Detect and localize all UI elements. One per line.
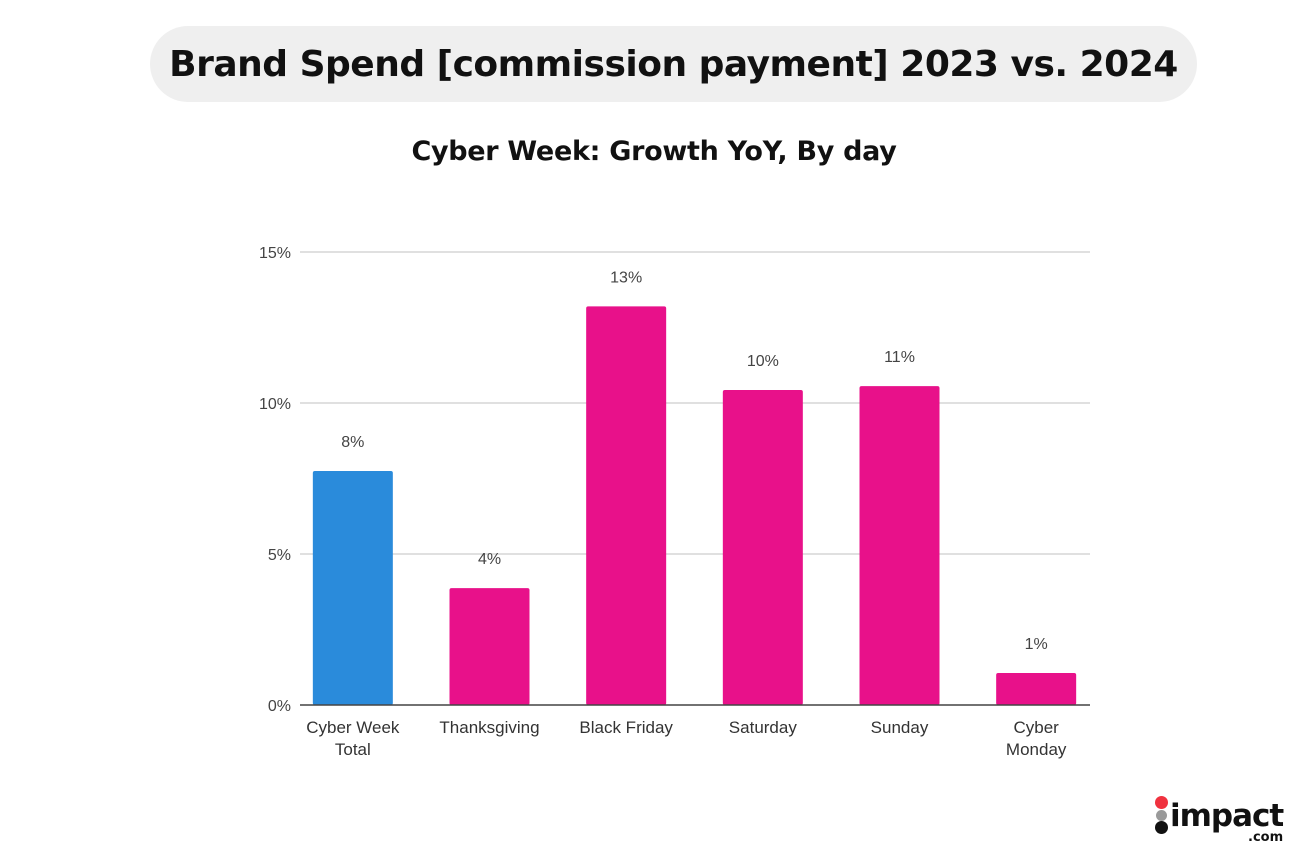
logo-wordmark: impact: [1170, 798, 1284, 834]
x-tick-label-line: Black Friday: [579, 718, 673, 737]
y-tick-label: 10%: [259, 396, 291, 413]
x-tick-label: Cyber Week Total: [306, 718, 400, 759]
data-label: 4%: [478, 551, 501, 568]
bars: [312, 306, 1077, 705]
bar: [859, 386, 940, 705]
x-tick-label: Thanksgiving: [439, 718, 539, 737]
x-tick-label-line: Thanksgiving: [439, 718, 539, 737]
title-banner: Brand Spend [commission payment] 2023 vs…: [150, 26, 1197, 102]
data-label: 10%: [747, 353, 779, 370]
x-tick-label-line: Cyber Week: [306, 718, 400, 737]
x-tick-label-line: Saturday: [729, 718, 798, 737]
data-label: 8%: [341, 434, 364, 451]
bar: [996, 672, 1077, 705]
bar: [586, 306, 667, 705]
x-tick-label-line: Cyber: [1013, 718, 1059, 737]
data-label: 1%: [1025, 636, 1048, 653]
x-tick-label: Sunday: [871, 718, 929, 737]
bar: [312, 470, 393, 705]
x-tick-label: Saturday: [729, 718, 798, 737]
gridlines: [300, 251, 1090, 555]
x-tick-label-line: Total: [335, 740, 371, 759]
x-tick-label-line: Monday: [1006, 740, 1067, 759]
logo-dot-red: [1155, 796, 1168, 809]
bar: [722, 390, 803, 705]
bar: [449, 588, 530, 705]
logo-dot-gray: [1156, 810, 1167, 821]
y-tick-label: 15%: [259, 245, 291, 262]
page-title: Brand Spend [commission payment] 2023 vs…: [169, 43, 1178, 85]
data-label: 11%: [884, 349, 915, 366]
logo-suffix: .com: [1248, 830, 1284, 845]
x-tick-label: Cyber Monday: [1006, 718, 1067, 759]
x-tick-label: Black Friday: [579, 718, 673, 737]
y-tick-label: 5%: [268, 547, 291, 564]
labels: 0% 5% 10% 15% 8% Cyber Week Total 4% Thanksgivin…: [259, 245, 1067, 759]
impact-logo: impact .com: [1150, 794, 1290, 854]
y-tick-label: 0%: [268, 698, 291, 715]
data-label: 13%: [610, 269, 642, 286]
chart-title: Cyber Week: Growth YoY, By day: [411, 136, 897, 167]
x-tick-label-line: Sunday: [871, 718, 929, 737]
logo-dot-black: [1155, 821, 1168, 834]
